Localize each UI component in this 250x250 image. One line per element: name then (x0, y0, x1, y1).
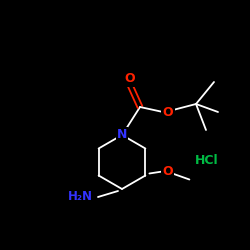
Text: N: N (117, 128, 127, 141)
Text: O: O (125, 72, 135, 86)
Text: O: O (163, 106, 173, 118)
Text: HCl: HCl (195, 154, 219, 166)
Text: H₂N: H₂N (68, 190, 92, 203)
Text: O: O (162, 165, 173, 178)
